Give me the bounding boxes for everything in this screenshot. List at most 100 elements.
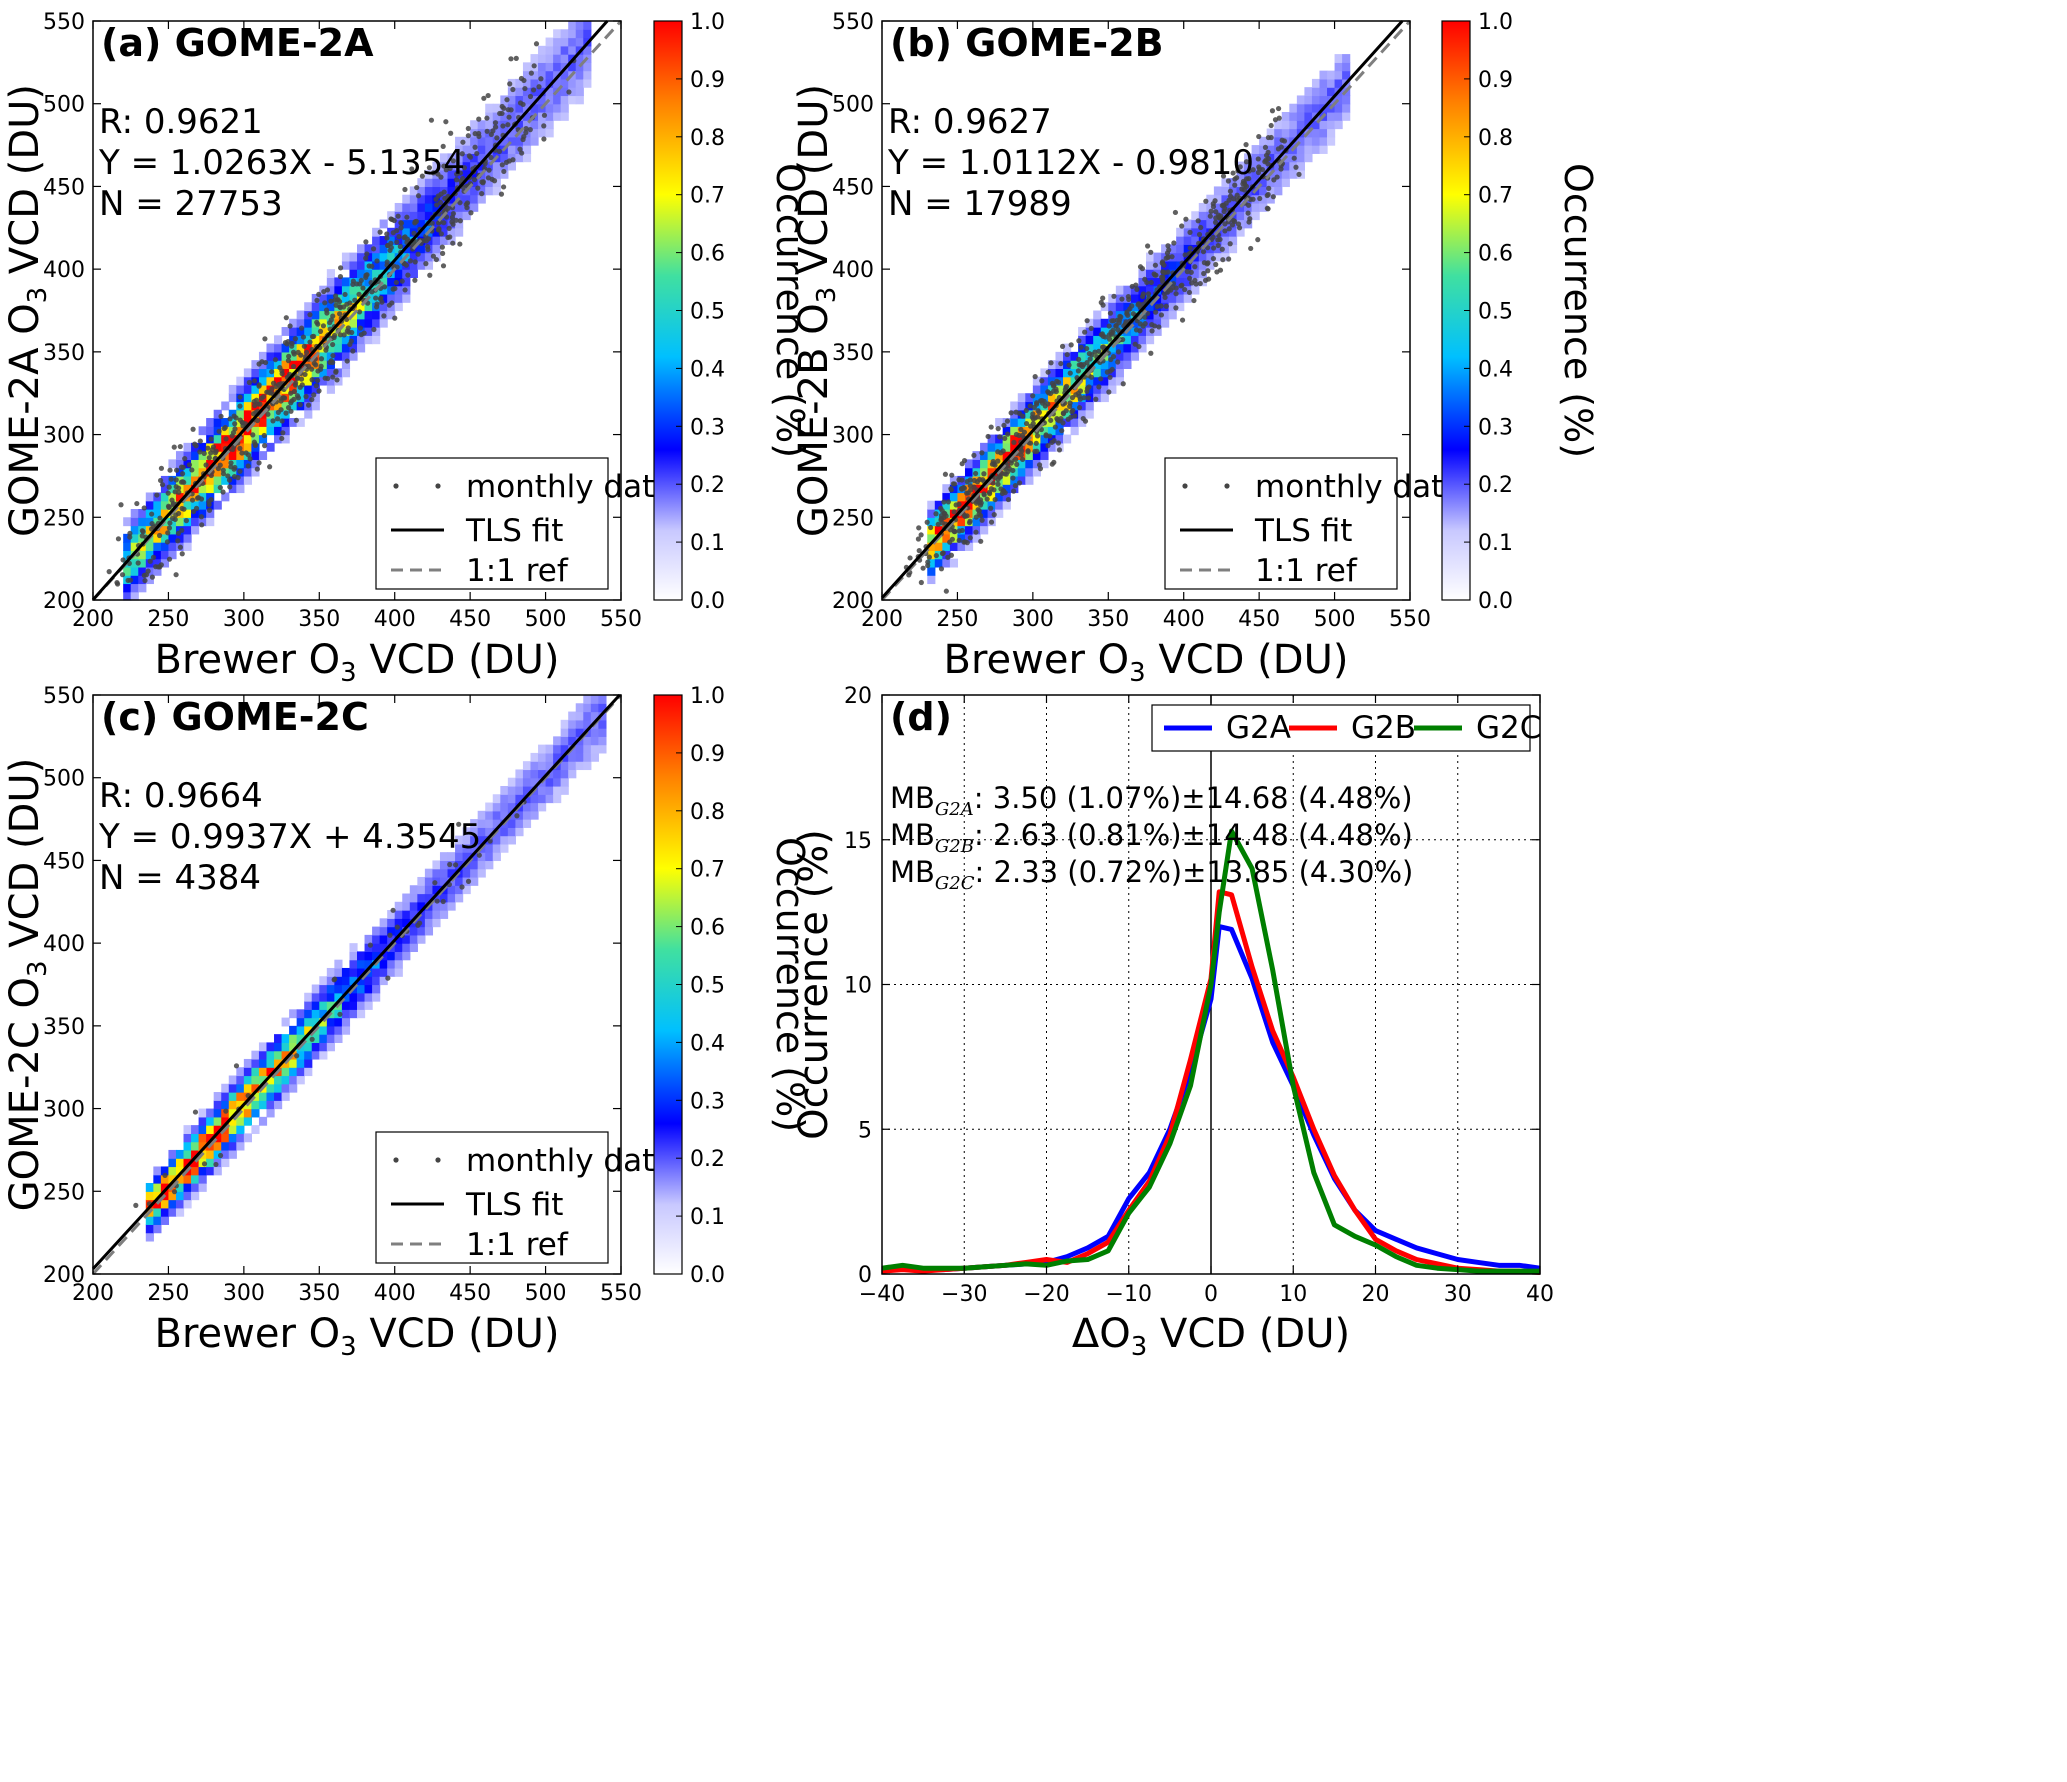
heatmap-cell (530, 70, 539, 80)
heatmap-cell (470, 852, 479, 862)
heatmap-cell (364, 951, 373, 961)
monthly-data-point (933, 511, 939, 517)
heatmap-cell (402, 219, 411, 229)
monthly-data-point (479, 179, 485, 185)
monthly-data-point (206, 455, 212, 461)
monthly-data-point (262, 336, 268, 342)
heatmap-cell (311, 384, 320, 394)
heatmap-cell (1311, 78, 1321, 88)
y-tick-label: 350 (832, 341, 874, 366)
monthly-data-point (541, 136, 547, 142)
heatmap-cell (447, 194, 456, 204)
heatmap-cell (258, 1050, 268, 1060)
heatmap-cell (311, 327, 320, 336)
heatmap-cell (462, 211, 471, 221)
heatmap-cell (575, 29, 584, 39)
monthly-data-point (256, 460, 262, 466)
heatmap-cell (447, 153, 456, 163)
y-axis-label: GOME-2B O3 VCD (DU) (791, 84, 842, 537)
heatmap-cell (243, 467, 252, 477)
monthly-data-point (1166, 247, 1172, 253)
monthly-data-point (158, 562, 164, 568)
heatmap-cell (326, 992, 335, 1002)
heatmap-cell (522, 769, 532, 779)
heatmap-cell (477, 868, 486, 878)
monthly-data-point (1016, 480, 1023, 486)
heatmap-cell (334, 976, 343, 986)
heatmap-cell (522, 153, 532, 163)
heatmap-cell (1078, 418, 1087, 427)
heatmap-cell (590, 752, 599, 762)
heatmap-cell (1115, 285, 1124, 295)
heatmap-cell (515, 769, 524, 779)
monthly-data-point (133, 1202, 139, 1208)
monthly-data-point (394, 924, 400, 930)
heatmap-cell (311, 1042, 320, 1052)
heatmap-cell (341, 1009, 351, 1019)
monthly-data-point (231, 466, 237, 472)
heatmap-cell (560, 37, 569, 47)
heatmap-cell (462, 827, 471, 837)
monthly-data-point (218, 413, 224, 419)
heatmap-cell (341, 992, 351, 1002)
heatmap-cell (130, 542, 139, 551)
heatmap-cell (258, 434, 268, 444)
monthly-data-point (356, 291, 362, 297)
monthly-data-point (436, 226, 442, 232)
heatmap-cell (515, 78, 524, 88)
heatmap-cell (1002, 475, 1011, 485)
monthly-data-point (1117, 313, 1123, 319)
monthly-data-point (275, 382, 282, 388)
heatmap-cell (492, 178, 501, 188)
monthly-data-point (465, 125, 471, 132)
heatmap-cell (349, 976, 358, 986)
monthly-data-point (1243, 142, 1249, 148)
heatmap-cell (191, 459, 200, 469)
heatmap-cell (485, 120, 494, 130)
heatmap-cell (590, 711, 599, 721)
heatmap-cell (206, 492, 215, 502)
monthly-data-point (1106, 323, 1112, 329)
x-tick-label: 550 (1389, 607, 1431, 632)
heatmap-cell (538, 744, 547, 754)
monthly-data-point (1001, 422, 1007, 428)
heatmap-cell (1002, 484, 1011, 494)
monthly-data-point (476, 133, 482, 139)
heatmap-cell (590, 695, 599, 704)
legend-box (375, 457, 609, 590)
heatmap-cell (980, 509, 989, 518)
heatmap-cell (1040, 434, 1049, 444)
monthly-data-point (1107, 374, 1113, 380)
heatmap-cell (462, 169, 471, 179)
monthly-data-point (510, 157, 516, 163)
heatmap-cell (1123, 351, 1132, 361)
heatmap-cell (417, 252, 426, 262)
monthly-data-point (166, 556, 173, 562)
heatmap-cell (251, 434, 260, 444)
monthly-data-point (1264, 205, 1270, 211)
heatmap-cell (168, 533, 177, 543)
heatmap-cell (198, 500, 207, 510)
x-tick-label: 10 (1279, 1282, 1307, 1307)
heatmap-cell (349, 260, 358, 270)
heatmap-cell (1100, 384, 1109, 394)
heatmap-cell (1153, 252, 1162, 262)
monthly-data-point (283, 315, 289, 321)
heatmap-cell (153, 558, 162, 568)
y-tick-label: 20 (844, 684, 872, 709)
heatmap-cell (1228, 227, 1238, 237)
heatmap-cell (251, 1075, 260, 1085)
monthly-data-point (1043, 433, 1049, 439)
monthly-data-point (1011, 488, 1017, 494)
monthly-data-point (1215, 242, 1221, 249)
heatmap-cell (1025, 467, 1034, 477)
heatmap-cell (394, 910, 403, 919)
monthly-data-point (1005, 496, 1011, 503)
heatmap-cell (409, 252, 418, 262)
monthly-data-point (115, 536, 122, 542)
monthly-data-point (1232, 218, 1238, 224)
heatmap-cell (357, 984, 366, 994)
y-tick-label: 500 (43, 93, 85, 118)
colorbar-tick-label: 0.3 (690, 1089, 725, 1114)
monthly-data-point (398, 220, 405, 226)
